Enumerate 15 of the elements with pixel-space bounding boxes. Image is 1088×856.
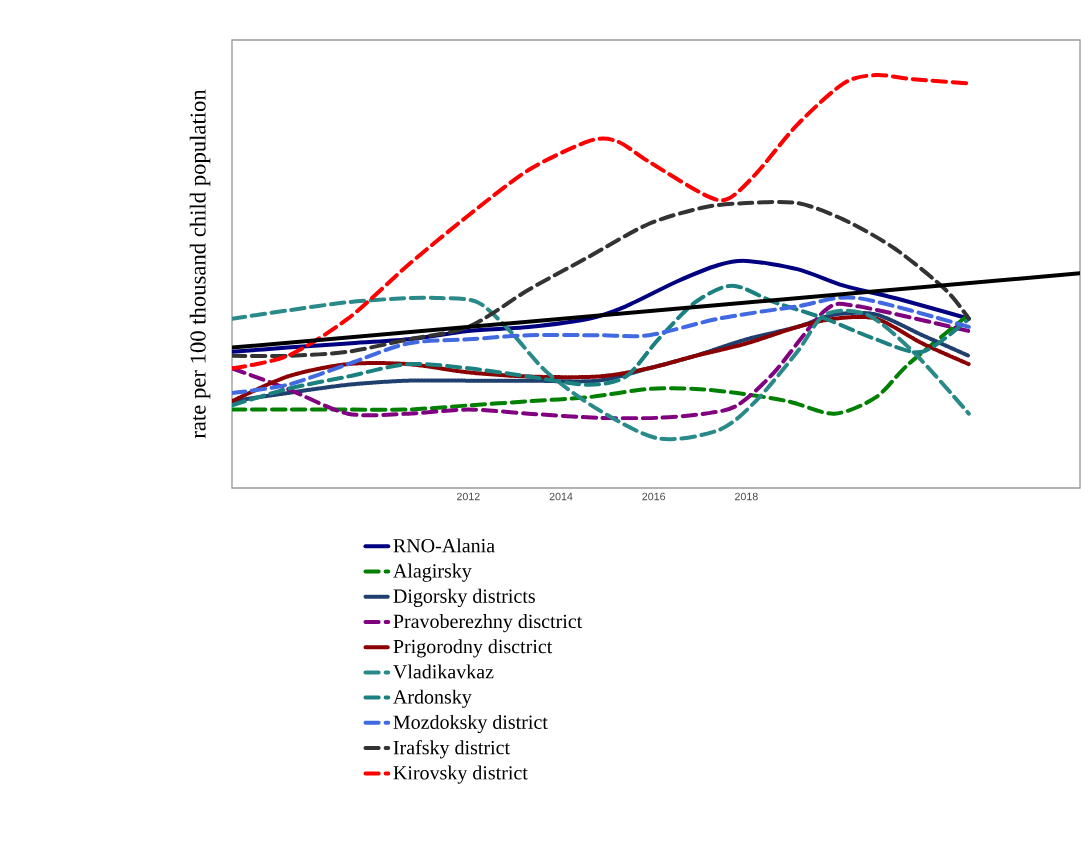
legend-label: Alagirsky [393, 563, 472, 582]
legend-label: Kirovsky district [393, 765, 528, 784]
legend-label: Ardonsky [393, 689, 472, 708]
legend-label: Prigorodny disctrict [393, 639, 553, 658]
legend-label: Irafsky district [393, 740, 510, 759]
y-axis-title: rate per 100 thousand child population [189, 89, 211, 439]
legend-label: Pravoberezhny disctrict [393, 614, 583, 633]
x-tick-label: 2014 [549, 492, 573, 501]
legend-label: Mozdoksky district [393, 714, 548, 734]
legend-label: Vladikavkaz [393, 664, 494, 679]
x-tick-label: 2016 [642, 492, 666, 501]
legend-label: RNO-Alania [393, 538, 495, 553]
x-tick-label: 2018 [735, 492, 758, 501]
x-tick-label: 2012 [457, 492, 480, 501]
legend-label: Digorsky districts [393, 588, 535, 607]
